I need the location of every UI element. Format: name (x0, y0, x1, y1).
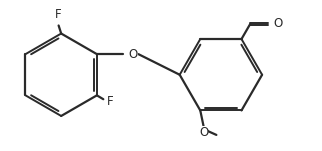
Text: F: F (107, 95, 114, 108)
Text: O: O (128, 48, 138, 61)
Text: O: O (274, 17, 283, 30)
Text: F: F (55, 8, 61, 21)
Text: O: O (199, 126, 208, 139)
